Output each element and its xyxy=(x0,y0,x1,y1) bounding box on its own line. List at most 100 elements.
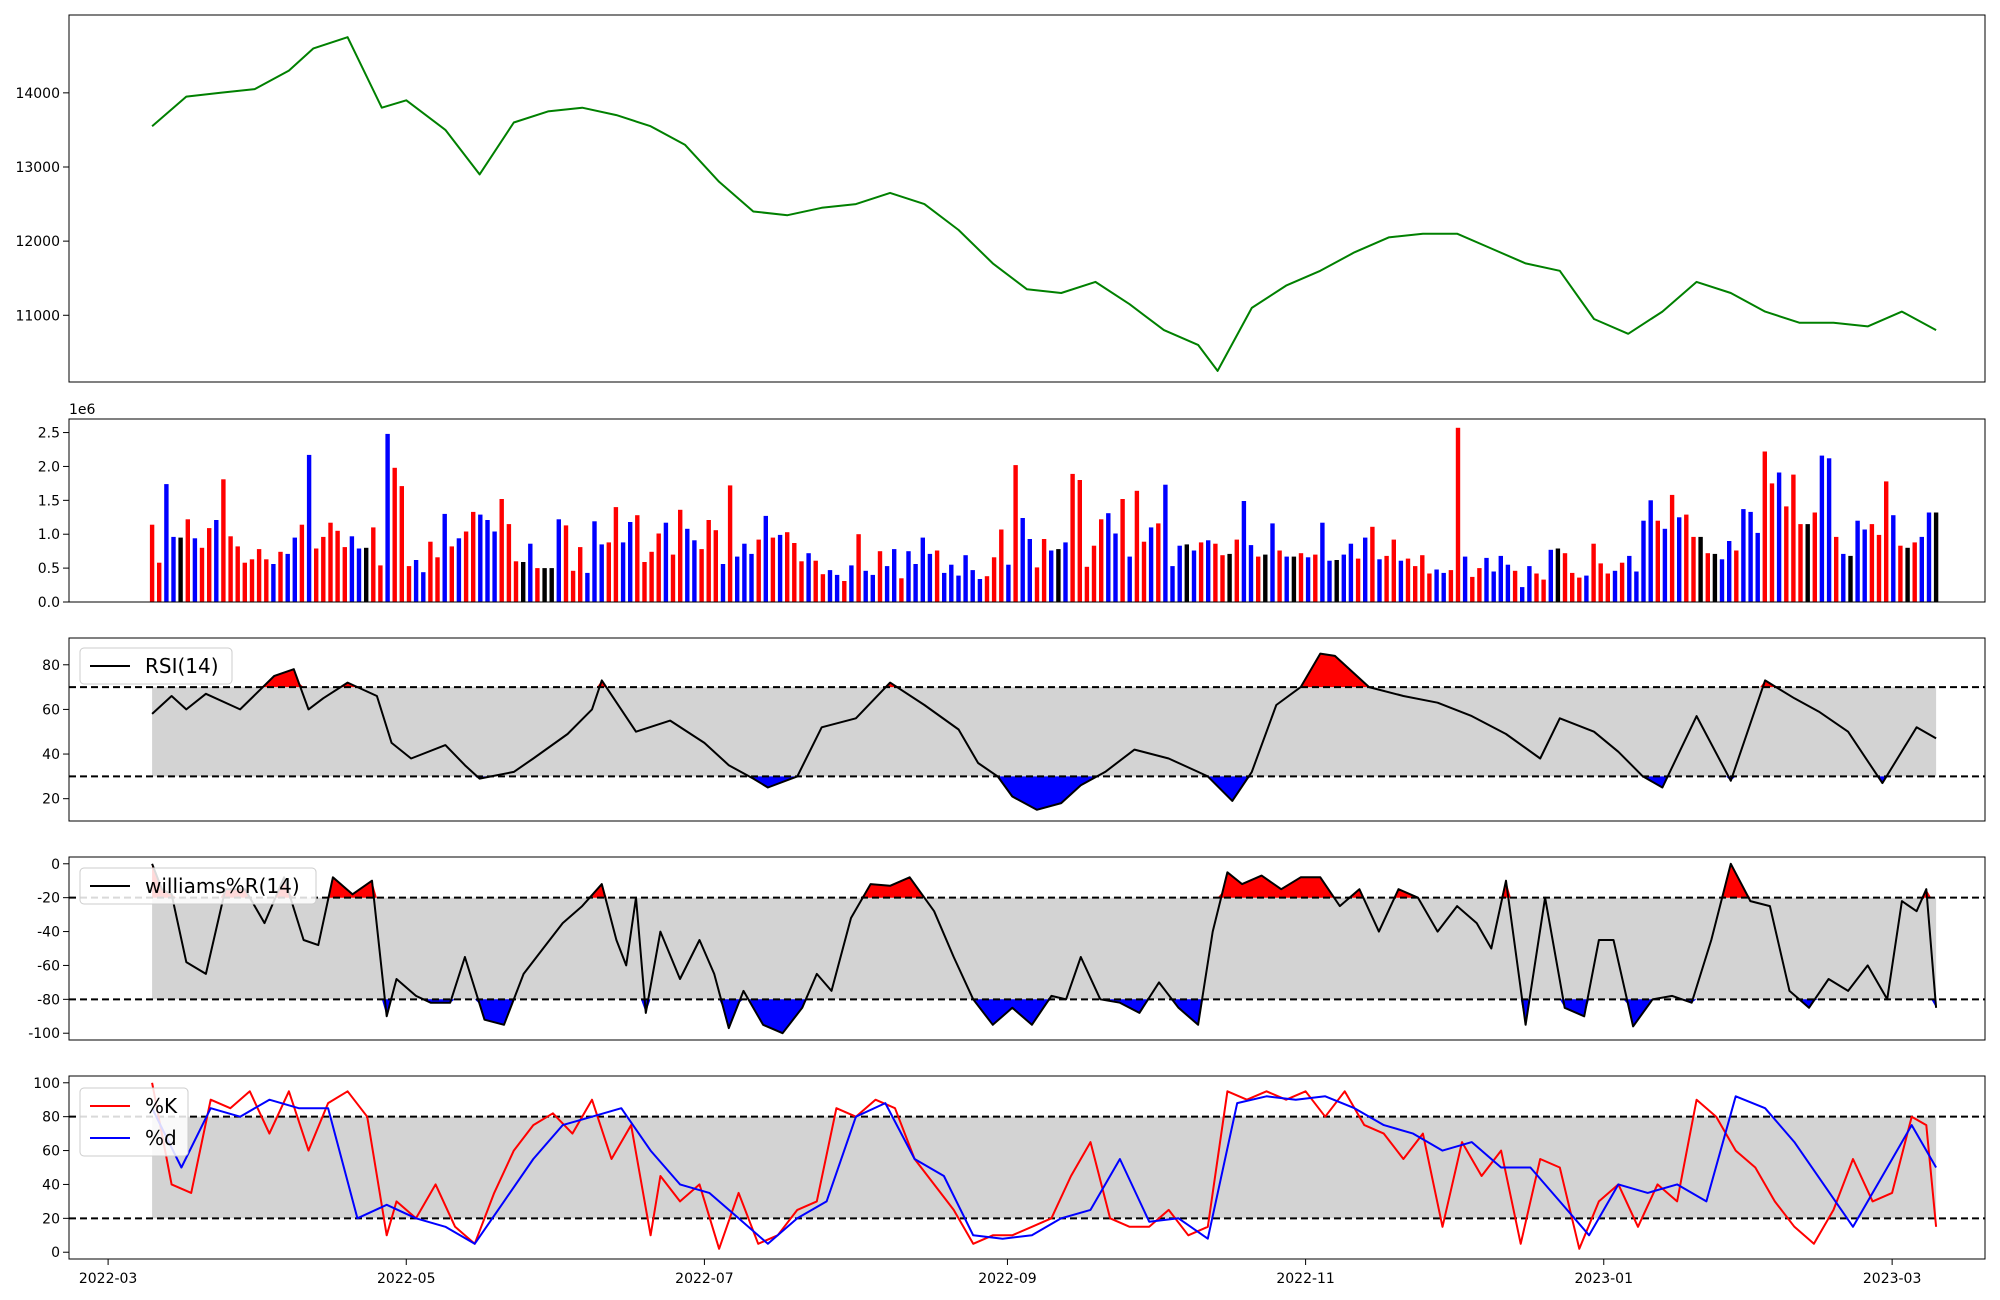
volume-bar xyxy=(1712,553,1718,602)
volume-bar xyxy=(421,572,426,602)
volume-bar xyxy=(335,530,340,602)
volume-bar xyxy=(1727,541,1732,602)
volume-bar xyxy=(306,454,312,602)
volume-y-tick-label: 1.0 xyxy=(38,527,60,543)
rsi-y-tick-label: 80 xyxy=(42,658,60,674)
volume-bar xyxy=(1141,541,1147,602)
volume-bar xyxy=(1056,549,1061,602)
volume-bar xyxy=(1291,556,1297,602)
volume-bar xyxy=(1256,556,1261,602)
volume-bar xyxy=(763,515,768,602)
volume-bar xyxy=(1263,554,1268,602)
williams-y-tick-label: -80 xyxy=(37,992,60,1008)
volume-bar xyxy=(1677,517,1682,602)
williams-legend-label: williams%R(14) xyxy=(145,874,300,898)
volume-bar xyxy=(685,528,690,602)
volume-y-tick-label: 0.0 xyxy=(38,595,60,611)
volume-bar xyxy=(1341,554,1346,602)
volume-bar xyxy=(1206,540,1211,602)
volume-bar xyxy=(456,538,462,602)
volume-bar xyxy=(856,534,861,602)
volume-bar xyxy=(663,522,669,602)
volume-bar xyxy=(1220,555,1225,602)
volume-bar xyxy=(1041,539,1047,602)
volume-bar xyxy=(299,524,305,602)
volume-bar xyxy=(1227,553,1232,602)
volume-bar xyxy=(1684,514,1689,602)
volume-bar xyxy=(1669,494,1675,602)
volume-bar xyxy=(1184,544,1189,602)
volume-bar xyxy=(635,515,640,602)
volume-bar xyxy=(1084,566,1090,602)
volume-bar xyxy=(278,551,283,602)
volume-bar xyxy=(1705,553,1710,602)
volume-bar xyxy=(585,572,590,602)
volume-bar xyxy=(1527,566,1532,602)
volume-bar xyxy=(292,537,297,602)
volume-bar xyxy=(877,551,883,602)
volume-bar xyxy=(999,529,1004,602)
volume-bar xyxy=(1370,526,1375,602)
price-y-tick-label: 12000 xyxy=(15,234,60,250)
price-line xyxy=(151,36,1937,372)
volume-bar xyxy=(1398,560,1404,602)
volume-bar xyxy=(678,509,683,602)
volume-bar xyxy=(1099,519,1104,602)
volume-y-tick-label: 0.5 xyxy=(38,561,60,577)
volume-bar xyxy=(1027,539,1032,602)
volume-bar xyxy=(970,570,975,602)
volume-bar xyxy=(649,551,654,602)
volume-bar xyxy=(1234,539,1239,602)
volume-bar xyxy=(1413,566,1418,602)
volume-bar xyxy=(1520,587,1525,602)
date-x-tick-label: 2022-11 xyxy=(1276,1271,1335,1287)
volume-bar xyxy=(1156,523,1161,602)
volume-bar xyxy=(1769,483,1775,602)
volume-bar xyxy=(1355,558,1361,602)
stochastic-panel-frame xyxy=(68,1075,1986,1260)
williams-plot-area xyxy=(69,862,1985,1035)
volume-bar xyxy=(1170,566,1175,602)
volume-bar xyxy=(1327,560,1332,602)
rsi-legend: RSI(14) xyxy=(79,647,233,685)
volume-bar xyxy=(1270,523,1275,602)
volume-bar xyxy=(1305,557,1311,602)
stochastic-band xyxy=(152,1116,1937,1219)
volume-bar xyxy=(342,547,347,602)
volume-bar xyxy=(1605,573,1610,602)
volume-bar xyxy=(463,531,469,602)
volume-bar xyxy=(1612,570,1618,602)
volume-bar xyxy=(328,522,333,602)
volume-y-tick-label: 1.5 xyxy=(38,493,60,509)
volume-bar xyxy=(977,579,983,602)
volume-bar xyxy=(1505,564,1511,602)
volume-bar xyxy=(1420,555,1425,602)
volume-bar xyxy=(770,537,776,602)
volume-bar xyxy=(1791,474,1796,602)
volume-bar xyxy=(899,578,904,602)
volume-bar xyxy=(485,520,490,602)
volume-bar xyxy=(642,562,647,602)
volume-bar xyxy=(1470,576,1475,602)
volume-bar xyxy=(884,566,890,602)
volume-bar xyxy=(1641,520,1646,602)
volume-bar xyxy=(385,433,390,602)
volume-bar xyxy=(749,553,754,602)
volume-bar xyxy=(1784,506,1789,602)
williams-line xyxy=(151,862,1938,1035)
volume-bar xyxy=(1819,455,1825,602)
stochastic-y-tick-label: 80 xyxy=(42,1110,60,1126)
volume-bar xyxy=(221,479,226,602)
rsi-y-tick-label: 20 xyxy=(42,792,60,808)
volume-bar xyxy=(1876,534,1882,602)
volume-bar xyxy=(1434,569,1439,602)
volume-bar xyxy=(1405,558,1411,602)
stochastic-plot-area xyxy=(69,1082,1985,1250)
volume-bar xyxy=(670,554,676,602)
volume-bar xyxy=(1891,515,1896,602)
date-x-axis: 2022-03 2022-05 2022-07 2022-09 2022-11 2023-… xyxy=(79,1259,1921,1287)
rsi-y-tick-label: 60 xyxy=(42,702,60,718)
volume-bar xyxy=(1841,553,1846,602)
date-x-tick-label: 2023-01 xyxy=(1575,1271,1634,1287)
